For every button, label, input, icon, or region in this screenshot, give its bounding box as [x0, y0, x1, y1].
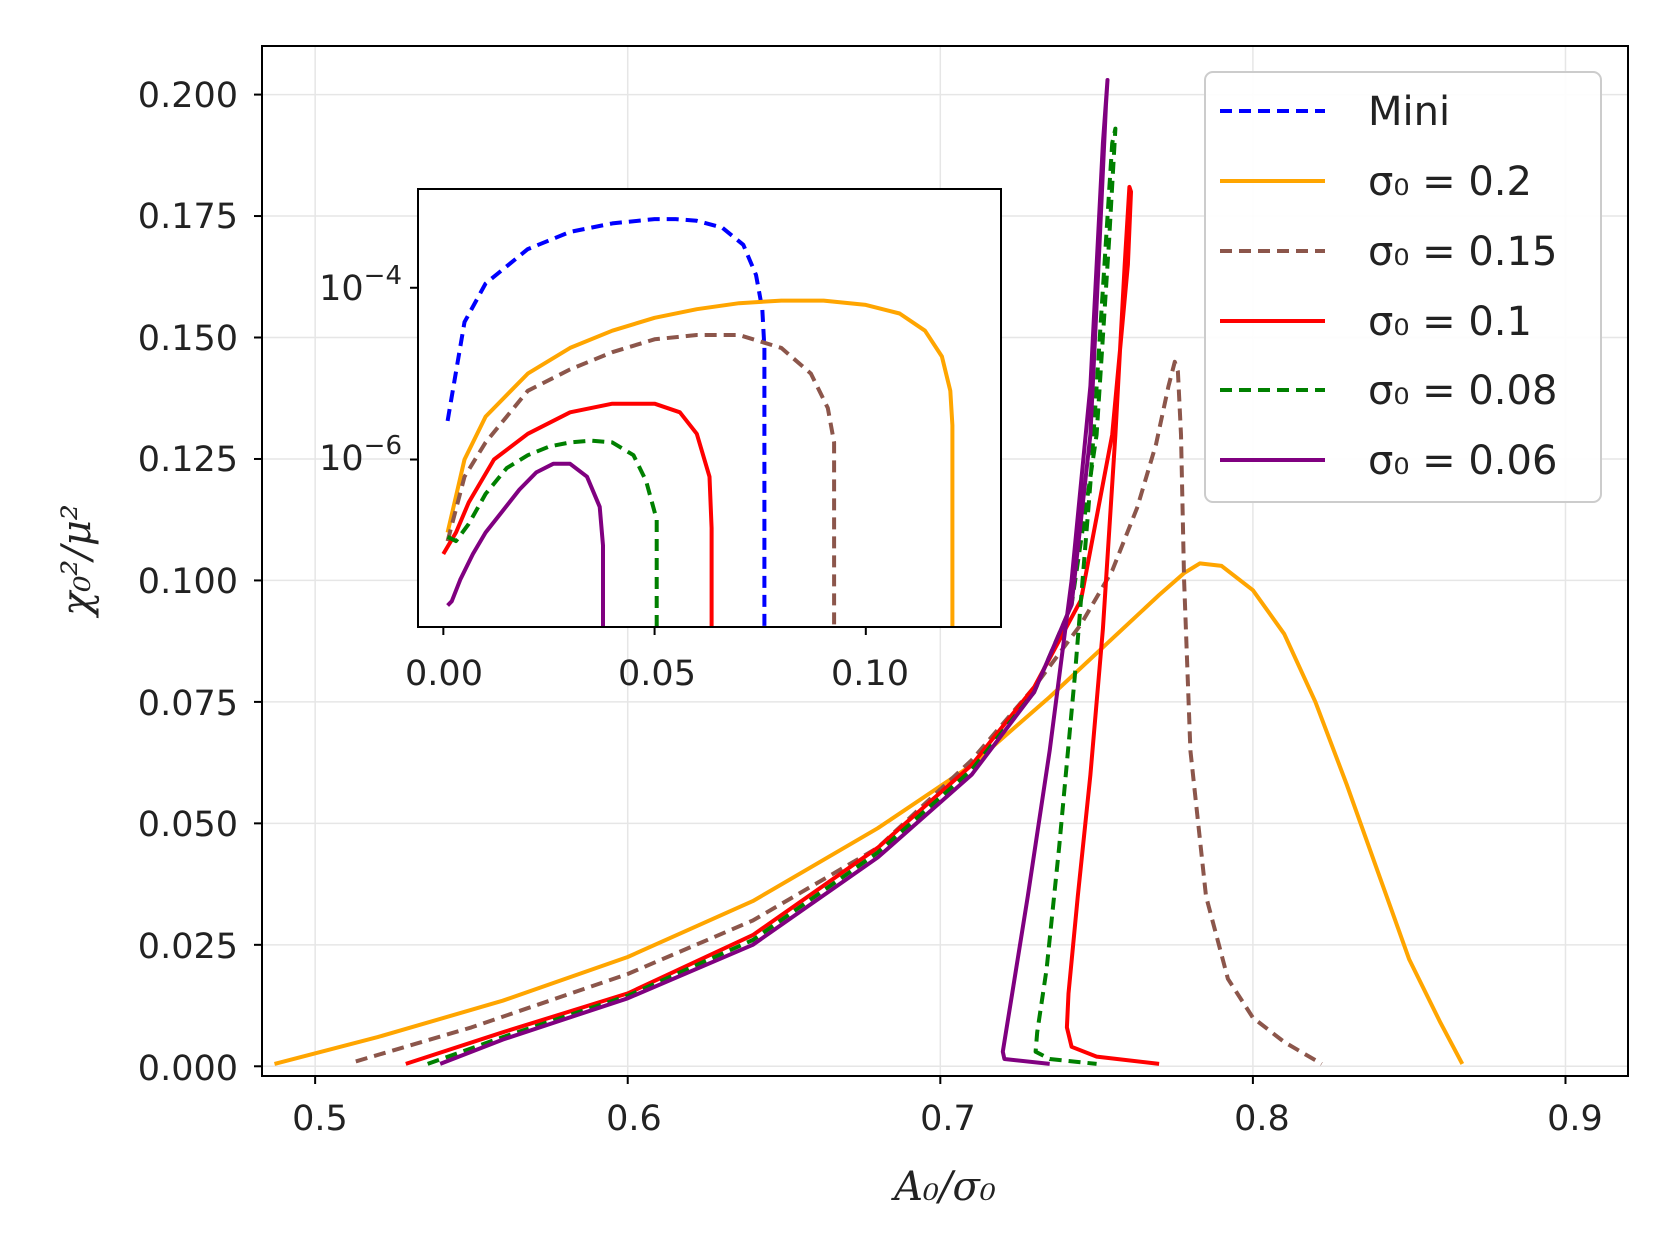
- legend-label: σ₀ = 0.1: [1368, 299, 1532, 345]
- inset-y-tick-labels: 10−4 10−6: [319, 261, 402, 479]
- y-tick-label: 0.000: [138, 1049, 238, 1089]
- inset-background: [418, 189, 1001, 627]
- main-plot-frame: [261, 45, 1629, 1077]
- y-tick-label: 0.050: [138, 805, 238, 845]
- inset-x-tick-label: 0.10: [831, 654, 909, 694]
- inset-plot-frame: [417, 188, 1002, 628]
- x-tick-label: 0.5: [292, 1099, 348, 1139]
- legend: Mini σ₀ = 0.2 σ₀ = 0.15 σ₀ = 0.1 σ₀ = 0.…: [1204, 71, 1602, 503]
- y-tick-label: 0.150: [138, 319, 238, 359]
- main-ticks: [254, 93, 1567, 1084]
- inset-series-line: [446, 461, 605, 627]
- y-tick-label: 0.025: [138, 927, 238, 967]
- legend-label: σ₀ = 0.2: [1368, 159, 1532, 205]
- inset-series-group: [441, 217, 955, 627]
- main-series-line: [439, 78, 1110, 1066]
- main-series-line: [355, 359, 1323, 1066]
- main-series-line: [427, 126, 1118, 1066]
- inset-series-line: [445, 217, 767, 627]
- inset-series-line: [445, 298, 955, 627]
- y-tick-label: 0.100: [138, 562, 238, 602]
- legend-label: σ₀ = 0.06: [1368, 438, 1557, 484]
- main-y-tick-labels: 0.000 0.025 0.050 0.075 0.100 0.125 0.15…: [138, 76, 238, 1089]
- inset-ticks: [410, 286, 867, 635]
- y-axis-label: χ₀²/μ²: [54, 504, 100, 619]
- y-tick-label: 0.075: [138, 684, 238, 724]
- inset-series-line: [446, 438, 659, 627]
- legend-swatches: [1220, 109, 1325, 462]
- x-tick-label: 0.8: [1234, 1099, 1290, 1139]
- inset-y-tick-label: 10−6: [319, 431, 402, 479]
- y-tick-label: 0.125: [138, 440, 238, 480]
- inset-series-line: [441, 401, 714, 627]
- inset-series-line: [445, 333, 837, 627]
- main-series-group: [273, 78, 1465, 1066]
- x-tick-label: 0.6: [606, 1099, 662, 1139]
- main-x-tick-labels: 0.5 0.6 0.7 0.8 0.9: [292, 1099, 1603, 1139]
- main-series-line: [405, 184, 1160, 1066]
- inset-y-tick-label: 10−4: [319, 261, 402, 309]
- y-tick-label: 0.200: [138, 76, 238, 116]
- x-tick-label: 0.7: [920, 1099, 976, 1139]
- x-axis-label: A₀/σ₀: [890, 1164, 996, 1210]
- legend-label: σ₀ = 0.15: [1368, 229, 1557, 275]
- inset-x-tick-label: 0.00: [405, 654, 483, 694]
- legend-label: σ₀ = 0.08: [1368, 368, 1557, 414]
- legend-label: Mini: [1368, 89, 1450, 135]
- main-series-line: [273, 561, 1465, 1066]
- x-tick-label: 0.9: [1547, 1099, 1603, 1139]
- inset-x-tick-labels: 0.00 0.05 0.10: [405, 654, 909, 694]
- inset-x-tick-label: 0.05: [618, 654, 696, 694]
- y-tick-label: 0.175: [138, 197, 238, 237]
